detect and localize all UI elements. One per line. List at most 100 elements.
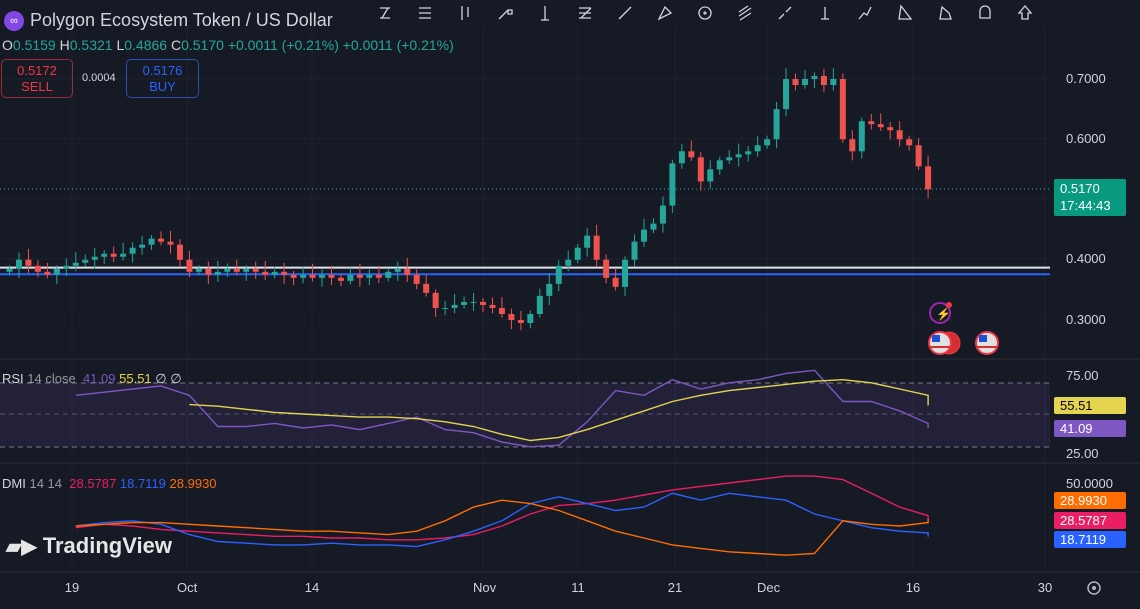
candle [735, 143, 742, 167]
rsi-tag: 41.09 [1054, 420, 1126, 437]
candle [423, 274, 430, 297]
lightning-icon: ⚡ [936, 307, 951, 321]
settings-icon[interactable] [1087, 581, 1101, 595]
circle-icon[interactable] [685, 1, 725, 25]
candle [290, 271, 297, 286]
candle [319, 269, 326, 287]
time-axis-label: 19 [64, 580, 80, 595]
grid [0, 26, 1050, 572]
candle [508, 308, 515, 330]
candle [366, 269, 373, 286]
candle [34, 260, 41, 278]
candle [167, 230, 174, 254]
plus-di-line [75, 475, 929, 541]
candle [375, 265, 382, 284]
candle [413, 269, 420, 290]
candle [309, 263, 316, 282]
candle [536, 288, 543, 318]
vertical-line-icon[interactable] [525, 1, 565, 25]
candle [925, 155, 932, 199]
candle [72, 251, 79, 272]
candle [394, 261, 401, 281]
line-icon[interactable] [605, 1, 645, 25]
candle [764, 135, 771, 149]
measure-icon[interactable] [805, 1, 845, 25]
buy-button[interactable]: 0.5176 BUY [126, 59, 199, 98]
time-axis-label: 14 [304, 580, 320, 595]
candle [139, 235, 146, 255]
lightning-event-icon[interactable] [929, 302, 951, 324]
candle [745, 145, 752, 162]
candle [129, 242, 136, 263]
candle [783, 68, 790, 117]
candle [120, 242, 127, 261]
candle [726, 150, 733, 164]
candle [224, 263, 231, 278]
arrow-up-icon[interactable] [1005, 1, 1045, 25]
sell-button[interactable]: 0.5172 SELL [1, 59, 73, 98]
candle [527, 310, 534, 329]
candle [896, 121, 903, 147]
triangle-icon[interactable] [885, 1, 925, 25]
candles-icon[interactable] [445, 1, 485, 25]
candle [612, 268, 619, 291]
polygon-logo-icon: ∞ [4, 10, 24, 31]
price-axis-label: 0.3000 [1066, 312, 1106, 327]
ray-icon[interactable] [485, 1, 525, 25]
candle [195, 265, 202, 276]
candle [669, 159, 676, 213]
candle [461, 296, 468, 309]
buy-price: 0.5176 [142, 63, 183, 78]
candle [300, 267, 307, 284]
candle [498, 297, 505, 318]
candle [404, 257, 411, 283]
candle [640, 218, 647, 248]
candle [489, 297, 496, 314]
candle [44, 262, 51, 279]
time-axis-label: 16 [905, 580, 921, 595]
ohlc-legend: O0.5159 H0.5321 L0.4866 C0.5170 +0.0011 … [2, 37, 454, 53]
shape-icon[interactable] [965, 1, 1005, 25]
candle [849, 130, 856, 161]
candle [830, 68, 837, 91]
pitchfork-icon[interactable] [645, 1, 685, 25]
path-icon[interactable] [845, 1, 885, 25]
candles [6, 68, 932, 331]
candle [233, 259, 240, 276]
fib-icon[interactable] [565, 1, 605, 25]
drawing-toolbar [340, 0, 1140, 26]
candle [6, 265, 13, 276]
time-axis-label: 21 [667, 580, 683, 595]
candle [243, 265, 250, 281]
rsi-legend[interactable]: RSI 14 close 41.09 55.51 ∅ ∅ [2, 371, 182, 386]
horizontal-lines-icon[interactable] [405, 1, 445, 25]
candle [63, 258, 70, 277]
candle [650, 218, 657, 234]
candle [101, 250, 108, 264]
event-icons[interactable]: ⚡ [928, 302, 999, 355]
symbol-name: Polygon Ecosystem Token / US Dollar [30, 10, 333, 30]
candle [252, 261, 259, 280]
price-axis-label: 0.4000 [1066, 251, 1106, 266]
segment-icon[interactable] [765, 1, 805, 25]
candle [858, 117, 865, 159]
candle [356, 263, 363, 287]
trend-line-icon[interactable] [365, 1, 405, 25]
candle [281, 262, 288, 284]
pattern-icon[interactable] [925, 1, 965, 25]
candle [716, 156, 723, 175]
rsi-axis-label: 25.00 [1066, 446, 1099, 461]
minus-di-tag: 18.7119 [1054, 531, 1126, 548]
candle [262, 260, 269, 281]
symbol-title[interactable]: ∞ Polygon Ecosystem Token / US Dollar [4, 10, 333, 31]
candle [773, 101, 780, 149]
candle [53, 265, 60, 284]
candle [811, 72, 818, 89]
notification-dot [946, 302, 952, 308]
parallel-channel-icon[interactable] [725, 1, 765, 25]
dmi-legend[interactable]: DMI 14 14 28.5787 18.7119 28.9930 [2, 476, 217, 491]
candle [82, 254, 89, 267]
time-axis-label: 11 [571, 580, 585, 595]
rsi-band [0, 383, 1050, 447]
